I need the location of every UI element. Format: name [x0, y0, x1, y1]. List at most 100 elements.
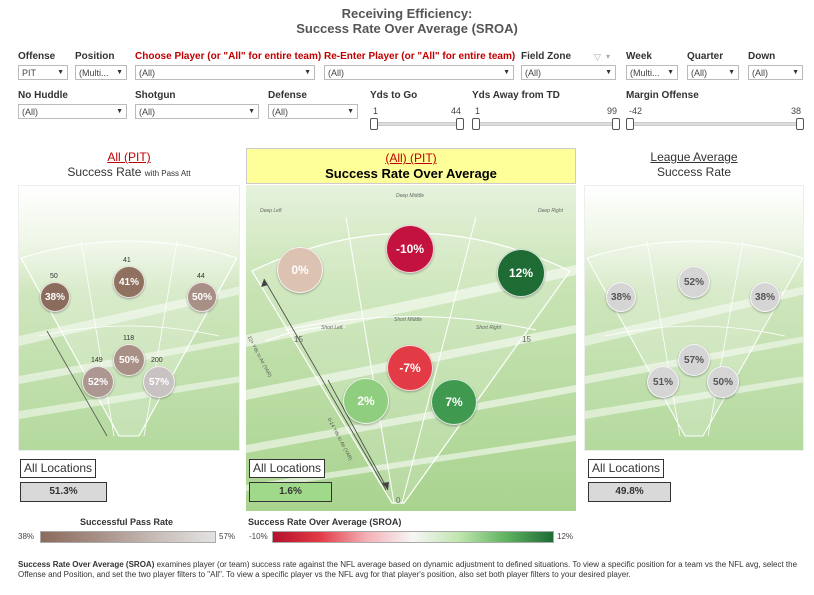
- left-count-short-right: 200: [151, 357, 163, 364]
- footer-bold-term: Success Rate Over Average (SROA): [18, 560, 155, 569]
- right-panel-subtitle: Success Rate: [656, 165, 732, 179]
- chevron-down-icon: ▼: [728, 69, 735, 76]
- right-bubble-short-middle[interactable]: 57%: [678, 344, 710, 376]
- left-count-short-middle: 118: [123, 335, 135, 342]
- chevron-down-icon: ▼: [57, 69, 64, 76]
- yds-to-go-slider[interactable]: 1 44: [370, 106, 464, 130]
- left-bubble-deep-middle[interactable]: 41%: [113, 266, 145, 298]
- shotgun-select[interactable]: (All) ▼: [135, 104, 259, 119]
- filter-funnel-icon[interactable]: ▽: [594, 52, 601, 62]
- left-count-deep-right: 44: [197, 273, 205, 280]
- slider-handle-min[interactable]: [472, 118, 480, 130]
- right-bubble-short-left[interactable]: 51%: [647, 366, 679, 398]
- center-bubble-deep-left[interactable]: 0%: [277, 247, 323, 293]
- choose-player-select[interactable]: (All) ▼: [135, 65, 315, 80]
- slider-track[interactable]: [628, 122, 802, 126]
- yds-away-label: Yds Away from TD: [472, 90, 560, 101]
- slider-handle-min[interactable]: [370, 118, 378, 130]
- chevron-down-icon: ▼: [304, 69, 311, 76]
- left-bubble-deep-left[interactable]: 38%: [40, 282, 70, 312]
- slider-min: -42: [629, 106, 643, 116]
- shotgun-label: Shotgun: [135, 90, 176, 101]
- position-select[interactable]: (Multi... ▼: [75, 65, 127, 80]
- down-select[interactable]: (All) ▼: [748, 65, 803, 80]
- slider-max: 38: [790, 106, 801, 116]
- defense-select[interactable]: (All) ▼: [268, 104, 358, 119]
- left-bubble-short-left[interactable]: 52%: [82, 366, 114, 398]
- chevron-down-icon: ▼: [116, 69, 123, 76]
- right-value-box: 49.8%: [588, 482, 671, 502]
- slider-handle-max[interactable]: [456, 118, 464, 130]
- right-all-locations-button[interactable]: All Locations: [588, 459, 665, 478]
- success-legend-min: 38%: [18, 532, 35, 541]
- center-bubble-short-left[interactable]: 2%: [343, 378, 389, 424]
- offense-select[interactable]: PIT ▼: [18, 65, 68, 80]
- margin-offense-slider[interactable]: -42 38: [626, 106, 804, 130]
- position-label: Position: [75, 51, 115, 62]
- success-legend-gradient: [40, 531, 216, 543]
- slider-track[interactable]: [372, 122, 462, 126]
- right-bubble-short-right[interactable]: 50%: [707, 366, 739, 398]
- defense-label: Defense: [268, 90, 307, 101]
- left-bubble-short-middle[interactable]: 50%: [113, 344, 145, 376]
- slider-track[interactable]: [474, 122, 618, 126]
- quarter-label: Quarter: [687, 51, 724, 62]
- yard-label-los: 0: [396, 496, 401, 505]
- center-all-locations-button[interactable]: All Locations: [249, 459, 326, 478]
- week-select[interactable]: (Multi... ▼: [626, 65, 678, 80]
- chevron-down-icon[interactable]: ▾: [606, 52, 611, 61]
- left-field-map: 38% 50 41% 41 50% 44 50% 118 52% 149 57%…: [18, 185, 240, 451]
- center-bubble-short-right[interactable]: 7%: [431, 379, 477, 425]
- offense-label: Offense: [18, 51, 56, 62]
- footer-description: Success Rate Over Average (SROA) examine…: [18, 560, 808, 580]
- left-panel: All (PIT) Success Rate with Pass Att: [18, 147, 240, 507]
- footer-text: examines player (or team) success rate a…: [18, 560, 798, 579]
- center-bubble-short-middle[interactable]: -7%: [387, 345, 433, 391]
- zone-label-short-middle: Short Middle: [394, 317, 423, 323]
- left-panel-link[interactable]: All (PIT): [107, 150, 151, 164]
- sroa-legend-gradient: [272, 531, 554, 543]
- zone-label-deep-middle: Deep Middle: [396, 193, 425, 199]
- success-legend-title: Successful Pass Rate: [80, 517, 174, 527]
- center-bubble-deep-middle[interactable]: -10%: [386, 225, 434, 273]
- yds-to-go-label: Yds to Go: [370, 90, 418, 101]
- slider-min: 1: [475, 106, 481, 116]
- center-panel-subtitle: Success Rate Over Average: [325, 166, 497, 181]
- right-bubble-deep-left[interactable]: 38%: [606, 282, 636, 312]
- sroa-legend-max: 12%: [557, 532, 574, 541]
- center-panel-link[interactable]: (All) (PIT): [385, 151, 437, 165]
- chevron-down-icon: ▼: [116, 108, 123, 115]
- slider-handle-min[interactable]: [626, 118, 634, 130]
- left-all-locations-button[interactable]: All Locations: [20, 459, 97, 478]
- reenter-player-select[interactable]: (All) ▼: [324, 65, 514, 80]
- quarter-select[interactable]: (All) ▼: [687, 65, 739, 80]
- no-huddle-select[interactable]: (All) ▼: [18, 104, 127, 119]
- chevron-down-icon: ▼: [667, 69, 674, 76]
- right-bubble-deep-middle[interactable]: 52%: [678, 266, 710, 298]
- no-huddle-label: No Huddle: [18, 90, 68, 101]
- sroa-legend-title: Success Rate Over Average (SROA): [248, 517, 402, 527]
- yard-label-right: 15: [522, 335, 531, 344]
- chevron-down-icon: ▼: [347, 108, 354, 115]
- slider-handle-max[interactable]: [796, 118, 804, 130]
- right-panel: League Average Success Rate 3: [584, 147, 804, 507]
- center-panel: (All) (PIT) Success Rate Over Average: [246, 147, 576, 512]
- slider-max: 99: [606, 106, 617, 116]
- slider-max: 44: [450, 106, 461, 116]
- margin-offense-label: Margin Offense: [626, 90, 699, 101]
- chevron-down-icon: ▼: [248, 108, 255, 115]
- yds-away-slider[interactable]: 1 99: [472, 106, 620, 130]
- left-count-short-left: 149: [91, 357, 103, 364]
- left-bubble-deep-right[interactable]: 50%: [187, 282, 217, 312]
- yard-label-left: 15: [294, 335, 303, 344]
- field-zone-select[interactable]: (All) ▼: [521, 65, 616, 80]
- center-bubble-deep-right[interactable]: 12%: [497, 249, 545, 297]
- left-count-deep-left: 50: [50, 273, 58, 280]
- title-line-2: Success Rate Over Average (SROA): [296, 21, 518, 36]
- slider-handle-max[interactable]: [612, 118, 620, 130]
- right-panel-link[interactable]: League Average: [650, 150, 738, 164]
- center-value-box: 1.6%: [249, 482, 332, 502]
- right-bubble-deep-right[interactable]: 38%: [750, 282, 780, 312]
- left-bubble-short-right[interactable]: 57%: [143, 366, 175, 398]
- right-field-map: 38% 52% 38% 57% 51% 50%: [584, 185, 804, 451]
